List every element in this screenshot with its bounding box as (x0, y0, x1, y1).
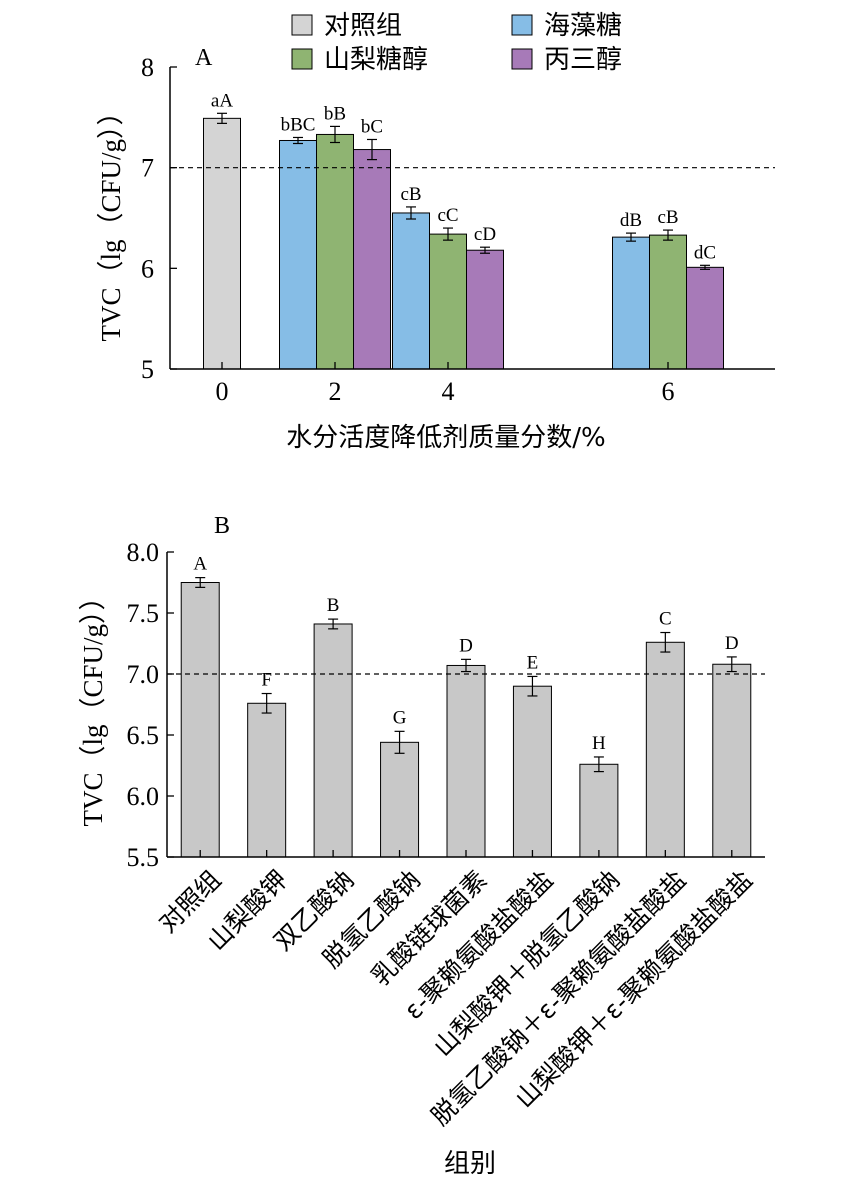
panel-b-data-label: D (725, 633, 739, 654)
panel-a-significance-labels: aA bBC bB bC cB cC cD dB cB dC (211, 90, 716, 263)
panel-b-bar (512, 685, 552, 858)
panel-a-legend-swatch (511, 48, 533, 70)
panel-a-y-tick-label: 6 (141, 254, 154, 283)
panel-a-y-tick-label: 8 (141, 53, 154, 82)
panel-b-data-label: D (459, 635, 473, 656)
panel-a-legend-entry: 海藻糖 (544, 11, 622, 41)
panel-a-bar (466, 249, 504, 370)
panel-a-bar (612, 236, 650, 370)
panel-a-legend-swatch (291, 14, 313, 36)
panel-b-bars (180, 582, 752, 858)
panel-b-error-bars (195, 577, 737, 773)
panel-b-y-tick-label: 5.5 (127, 843, 160, 872)
panel-b-y-tick-label: 6.0 (127, 782, 160, 811)
panel-b-y-tick-label: 7.5 (127, 599, 160, 628)
panel-b-data-label: F (261, 670, 272, 691)
panel-b-y-tick-label: 6.5 (127, 721, 160, 750)
panel-a-legend-entry: 山梨糖醇 (324, 45, 428, 75)
panel-a-x-tick-label: 2 (329, 377, 342, 406)
panel-b-y-tick-label: 8.0 (127, 538, 160, 567)
panel-a-y-tick-label: 7 (141, 154, 154, 183)
panel-a-x-tick-label: 6 (662, 377, 675, 406)
panel-b-bar (712, 663, 752, 858)
panel-a-data-label: bBC (281, 114, 316, 135)
panel-b-bar (579, 763, 619, 858)
panel-a-axes (169, 67, 775, 370)
panel-b-bar (380, 741, 420, 858)
panel-a-label: A (195, 45, 213, 71)
panel-a-y-ticks: 5 6 7 8 (141, 53, 177, 384)
panel-a-bar (392, 212, 430, 370)
panel-b-y-tick-label: 7.0 (127, 660, 160, 689)
panel-b-significance-labels: A F B G D E H C D (193, 554, 738, 754)
panel-a-x-tick-label: 4 (442, 377, 455, 406)
panel-a-bars (203, 117, 724, 370)
panel-b-data-label: G (393, 707, 407, 728)
panel-a-data-label: bB (324, 103, 346, 124)
panel-b: B A F B G D E H C D 5.5 6.0 6.5 7.0 7.5 8.0 对照组山梨酸钾双乙… (78, 513, 765, 1179)
panel-a-bar (316, 133, 354, 370)
panel-a-bar (649, 234, 687, 370)
panel-a-data-label: dB (620, 210, 642, 231)
panel-b-x-tick-label: 乳酸链球菌素 (366, 865, 493, 992)
panel-a-x-ticks: 0 2 4 6 (216, 362, 675, 406)
panel-a-legend-entry: 丙三醇 (544, 45, 622, 75)
panel-a-data-label: dC (694, 242, 716, 263)
panel-b-x-tick-labels: 对照组山梨酸钾双乙酸钠脱氢乙酸钠乳酸链球菌素ε-聚赖氨酸盐酸盐山梨酸钾＋脱氢乙酸… (153, 850, 758, 1131)
panel-b-data-label: H (592, 733, 606, 754)
panel-a-legend-swatch (291, 48, 313, 70)
panel-a-y-axis-label: TVC（lg（CFU/g）） (96, 98, 126, 341)
panel-a-x-tick-label: 0 (216, 377, 229, 406)
panel-a-bar (203, 117, 241, 370)
panel-a-bar (279, 139, 317, 370)
panel-a-legend-swatch (511, 14, 533, 36)
panel-a-y-tick-label: 5 (141, 355, 154, 384)
panel-b-bar (313, 623, 353, 858)
panel-b-data-label: C (659, 609, 672, 630)
panel-a-data-label: cC (437, 205, 458, 226)
panel-a-bar (429, 233, 467, 370)
panel-b-x-axis-label: 组别 (444, 1149, 496, 1179)
panel-b-bar (446, 664, 486, 858)
panel-b-data-label: E (527, 652, 539, 673)
panel-a-data-label: cD (474, 224, 496, 245)
panel-a-bar (686, 266, 724, 370)
panel-b-y-axis-label: TVC（lg（CFU/g）） (78, 583, 108, 826)
panel-a-data-label: bC (361, 116, 383, 137)
panel-a-bar (353, 149, 391, 370)
panel-a-data-label: cB (400, 184, 421, 205)
panel-b-label: B (214, 513, 230, 539)
panel-b-data-label: B (327, 595, 340, 616)
panel-a-legend-entry: 对照组 (324, 11, 402, 41)
panel-b-y-ticks: 5.5 6.0 6.5 7.0 7.5 8.0 (127, 538, 174, 872)
panel-b-bar (645, 641, 685, 858)
panel-b-bar (247, 702, 287, 858)
panel-a-x-axis-label: 水分活度降低剂质量分数/% (286, 423, 605, 453)
panel-b-bar (180, 582, 220, 858)
panel-a-data-label: aA (211, 90, 233, 111)
panel-b-data-label: A (193, 554, 207, 575)
panel-a-error-bars (217, 112, 710, 270)
panel-a-data-label: cB (657, 207, 678, 228)
